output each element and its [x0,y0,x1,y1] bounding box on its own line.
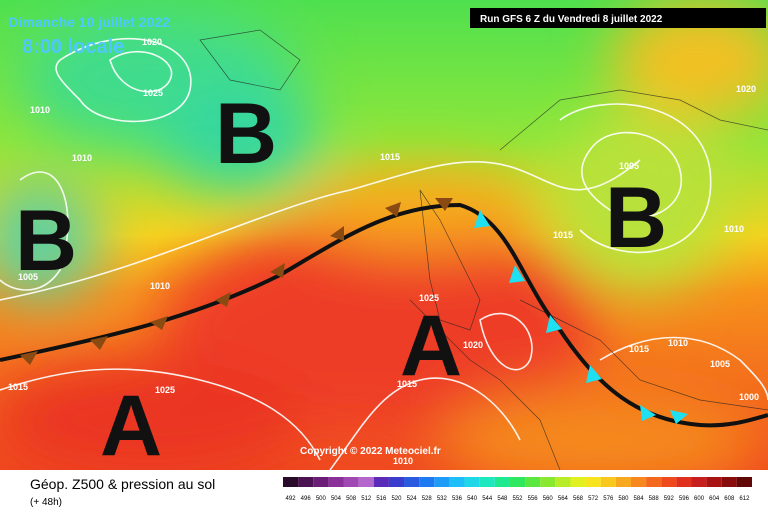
legend-label: 544 [482,496,493,502]
legend-swatch [721,477,737,487]
legend-swatch [283,477,299,487]
legend-label: 612 [739,496,750,502]
legend-swatch [630,477,647,487]
isobar-label: 1025 [419,293,439,303]
legend-label: 500 [316,496,327,502]
isobar-label: 1010 [724,224,744,234]
legend-swatch [525,477,541,487]
legend-label: 504 [331,496,342,502]
legend-label: 604 [709,496,720,502]
pressure-center: B [15,193,77,289]
legend-swatch [479,477,495,487]
isobar-label: 1025 [155,385,175,395]
isobar-label: 1005 [18,272,38,282]
isobar-label: 1020 [142,37,162,47]
isobar-label: 1020 [463,340,483,350]
legend-label: 552 [512,496,523,502]
isobar-label: 1010 [30,105,50,115]
legend-swatch [691,477,707,487]
isobar-label: 1015 [629,344,649,354]
isobar-label: 1005 [619,161,639,171]
isobar-label: 1005 [710,359,730,369]
isobar-label: 1025 [143,88,163,98]
legend-label: 508 [346,496,357,502]
legend-swatch [449,477,465,487]
legend-label: 588 [649,496,660,502]
legend-label: 572 [588,496,599,502]
legend-swatch [298,477,314,487]
pressure-center: B [605,170,667,266]
legend-label: 564 [558,496,569,502]
legend-swatch [570,477,586,487]
copyright: Copyright © 2022 Meteociel.fr [300,446,441,457]
legend-swatch [388,477,405,487]
pressure-center: A [100,378,162,474]
legend-swatch [646,477,662,487]
legend-label: 592 [664,496,675,502]
legend-swatch [706,477,722,487]
isobar-label: 1015 [8,382,28,392]
run-info: Run GFS 6 Z du Vendredi 8 juillet 2022 [480,14,663,25]
legend-label: 536 [452,496,463,502]
pressure-center: A [400,298,462,394]
run-box [470,8,766,28]
legend-label: 532 [437,496,448,502]
legend-swatch [676,477,692,487]
legend-label: 548 [497,496,508,502]
legend-label: 540 [467,496,478,502]
legend-label: 528 [422,496,433,502]
legend-swatch [540,477,556,487]
fronts [0,198,768,428]
legend-swatch [434,477,450,487]
legend-label: 492 [286,496,297,502]
legend-label: 496 [301,496,312,502]
legend-swatch [736,477,752,487]
legend-swatch [343,477,359,487]
pressure-center: B [215,86,277,182]
legend-label: 568 [573,496,584,502]
isobar-label: 1010 [393,456,413,466]
legend-label: 524 [407,496,418,502]
legend-label: 600 [694,496,705,502]
isobar-label: 1015 [380,152,400,162]
isobar-label: 1000 [739,392,759,402]
legend-swatch [600,477,616,487]
legend-swatch [373,477,389,487]
legend-swatch [555,477,571,487]
legend-label: 556 [528,496,539,502]
isobar-label: 1010 [150,281,170,291]
isobar-label: 1015 [397,379,417,389]
legend-swatch [615,477,631,487]
legend-swatch [358,477,374,487]
legend-swatch [464,477,480,487]
isobar-label: 1010 [668,338,688,348]
legend-swatch [661,477,677,487]
forecast-time: 8:00 locale [22,36,124,58]
legend-swatch [419,477,435,487]
legend-swatch [404,477,420,487]
legend-label: 516 [376,496,387,502]
isobar-label: 1015 [553,230,573,240]
isobar-label: 1010 [72,153,92,163]
isobar-label: 1020 [736,84,756,94]
forecast-date: Dimanche 10 juillet 2022 [8,14,170,30]
legend-label: 512 [361,496,372,502]
legend-swatch [313,477,329,487]
legend-swatch [509,477,526,487]
legend-swatch [585,477,601,487]
legend-label: 596 [679,496,690,502]
legend-swatch [494,477,510,487]
legend-swatch [328,477,344,487]
legend-label: 584 [634,496,645,502]
footer-subtitle: (+ 48h) [30,497,62,508]
footer-title: Géop. Z500 & pression au sol [30,476,215,492]
legend-label: 576 [603,496,614,502]
legend-label: 580 [618,496,629,502]
legend-label: 608 [724,496,735,502]
legend-label: 560 [543,496,554,502]
legend-label: 520 [391,496,402,502]
